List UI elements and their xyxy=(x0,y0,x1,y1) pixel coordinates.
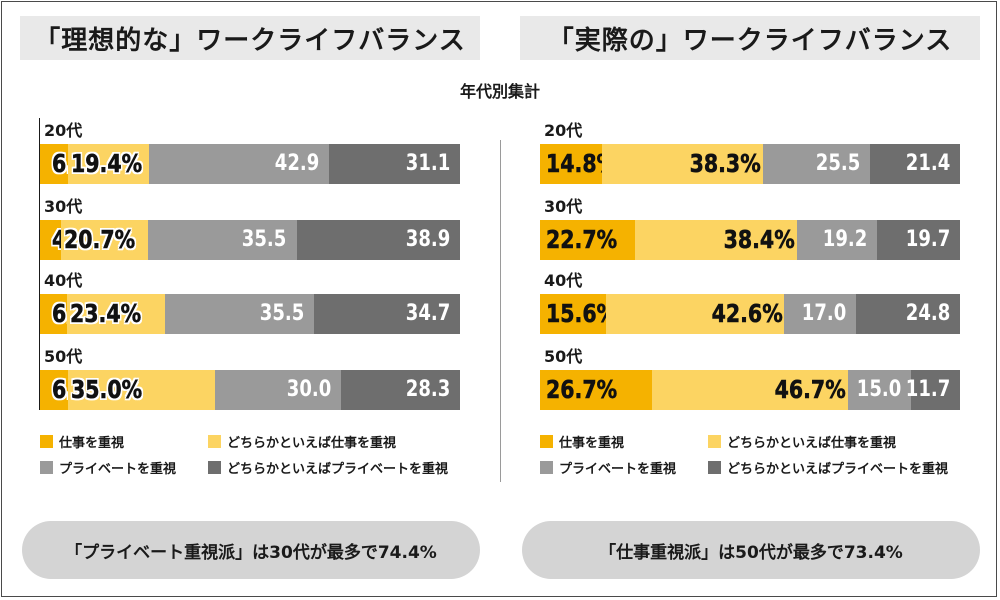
ideal-bar-segment xyxy=(67,144,150,184)
legend-swatch-icon xyxy=(708,461,721,474)
actual-data-label: 25.5 xyxy=(815,151,861,176)
actual-legend-item: プライベートを重視 xyxy=(540,458,676,477)
ideal-legend-label: どちらかといえばプライベートを重視 xyxy=(227,462,449,477)
ideal-category-label: 50代 xyxy=(44,347,83,366)
ideal-summary-pill: 「プライベート重視派」は30代が最多で74.4% xyxy=(22,521,480,579)
actual-data-label: 24.8 xyxy=(905,301,950,326)
actual-bar-segment xyxy=(910,370,960,410)
ideal-bar-segment xyxy=(66,294,166,334)
actual-category-label: 40代 xyxy=(544,271,583,290)
ideal-bar-segment xyxy=(40,144,68,184)
actual-data-label: 15.6% xyxy=(546,299,618,329)
ideal-bar-segment xyxy=(215,370,342,410)
ideal-bar-segment xyxy=(60,220,148,260)
ideal-data-label: 31.1 xyxy=(405,151,450,176)
actual-bar-segment xyxy=(540,370,653,410)
ideal-bar-segment xyxy=(329,144,460,184)
ideal-data-label: 23.4% xyxy=(69,299,142,329)
ideal-bar-segment xyxy=(40,370,69,410)
ideal-bar-segment xyxy=(341,370,460,410)
actual-bar-segment xyxy=(540,144,603,184)
ideal-category-label: 20代 xyxy=(44,121,83,140)
actual-legend-item: どちらかといえばプライベートを重視 xyxy=(708,458,948,477)
actual-category-label: 50代 xyxy=(544,347,583,366)
actual-bar-segment xyxy=(870,144,960,184)
actual-data-label: 19.2 xyxy=(822,227,868,252)
actual-legend-label: 仕事を重視 xyxy=(559,436,625,451)
ideal-data-label: 30.0 xyxy=(286,377,332,402)
actual-legend-item: どちらかといえば仕事を重視 xyxy=(708,432,896,451)
actual-bar-segment xyxy=(847,370,911,410)
actual-bar-segment xyxy=(855,294,960,334)
actual-data-label: 26.7% xyxy=(546,375,618,405)
ideal-bar-segment xyxy=(165,294,315,334)
ideal-data-label: 20.7% xyxy=(63,225,135,255)
legend-swatch-icon xyxy=(40,435,53,448)
actual-summary-pill: 「仕事重視派」は50代が最多で73.4% xyxy=(522,521,980,579)
ideal-data-label: 38.9 xyxy=(405,227,450,252)
actual-bar-segment xyxy=(635,220,797,260)
ideal-bar-segment xyxy=(40,294,67,334)
ideal-category-label: 40代 xyxy=(44,271,83,290)
legend-swatch-icon xyxy=(208,435,221,448)
ideal-axis-line xyxy=(39,118,40,410)
actual-data-label: 11.7 xyxy=(905,377,950,402)
actual-bar-segment xyxy=(763,144,871,184)
chart-subtitle: 年代別集計 xyxy=(459,82,540,101)
panel-divider xyxy=(500,140,501,482)
actual-data-label: 38.3% xyxy=(689,149,762,179)
ideal-data-label: 35.5 xyxy=(242,227,287,252)
actual-bar-segment xyxy=(784,294,856,334)
actual-legend-item: 仕事を重視 xyxy=(540,432,624,451)
actual-bar-segment xyxy=(605,294,785,334)
actual-bar-segment xyxy=(652,370,848,410)
actual-bar-segment xyxy=(540,294,606,334)
ideal-bar-segment xyxy=(40,220,61,260)
ideal-bar-segment xyxy=(68,370,216,410)
actual-data-label: 46.7% xyxy=(774,375,847,405)
actual-category-label: 30代 xyxy=(544,197,583,216)
ideal-legend-label: どちらかといえば仕事を重視 xyxy=(227,436,397,451)
actual-bar-segment xyxy=(540,220,636,260)
actual-legend-label: どちらかといえばプライベートを重視 xyxy=(727,462,949,477)
ideal-legend-label: プライベートを重視 xyxy=(59,462,177,477)
ideal-legend-item: プライベートを重視 xyxy=(40,458,176,477)
actual-bar-segment xyxy=(877,220,960,260)
ideal-data-label: 19.4% xyxy=(70,149,142,179)
ideal-category-label: 30代 xyxy=(44,197,83,216)
ideal-bar-segment xyxy=(149,144,330,184)
actual-bar-segment xyxy=(602,144,764,184)
actual-data-label: 22.7% xyxy=(546,225,618,255)
actual-data-label: 15.0 xyxy=(856,377,901,402)
ideal-data-label: 35.5 xyxy=(259,301,305,326)
ideal-data-label: 42.9 xyxy=(274,151,320,176)
actual-bar-segment xyxy=(796,220,878,260)
actual-data-label: 17.0 xyxy=(801,301,846,326)
actual-category-label: 20代 xyxy=(544,121,583,140)
ideal-data-label: 35.0% xyxy=(71,375,143,405)
actual-data-label: 21.4 xyxy=(905,151,950,176)
actual-panel-title: 「実際の」ワークライフバランス xyxy=(520,16,980,60)
ideal-bar-segment xyxy=(147,220,297,260)
ideal-bar-segment xyxy=(296,220,460,260)
actual-legend-label: どちらかといえば仕事を重視 xyxy=(727,436,897,451)
legend-swatch-icon xyxy=(540,461,553,474)
ideal-legend-item: 仕事を重視 xyxy=(40,432,124,451)
ideal-data-label: 34.7 xyxy=(405,301,450,326)
ideal-panel-title: 「理想的な」ワークライフバランス xyxy=(20,16,480,60)
actual-legend-label: プライベートを重視 xyxy=(559,462,677,477)
actual-data-label: 38.4% xyxy=(723,225,795,255)
ideal-legend-label: 仕事を重視 xyxy=(59,436,125,451)
actual-data-label: 42.6% xyxy=(711,299,783,329)
actual-data-label: 19.7 xyxy=(905,227,950,252)
ideal-legend-item: どちらかといえばプライベートを重視 xyxy=(208,458,448,477)
ideal-bar-segment xyxy=(314,294,460,334)
legend-swatch-icon xyxy=(540,435,553,448)
legend-swatch-icon xyxy=(708,435,721,448)
ideal-legend-item: どちらかといえば仕事を重視 xyxy=(208,432,396,451)
ideal-data-label: 28.3 xyxy=(405,377,450,402)
legend-swatch-icon xyxy=(40,461,53,474)
legend-swatch-icon xyxy=(208,461,221,474)
